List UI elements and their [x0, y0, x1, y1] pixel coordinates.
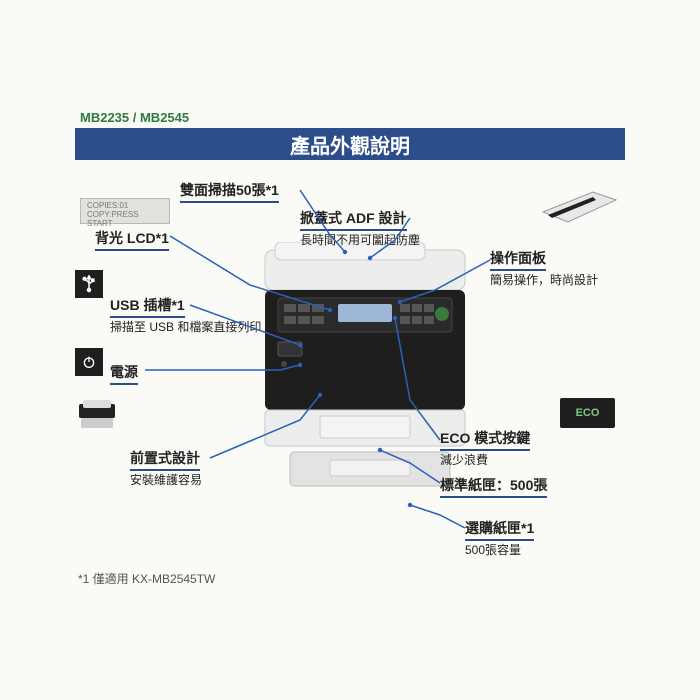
footnote: *1 僅適用 KX-MB2545TW	[78, 570, 215, 587]
callout-title: 雙面掃描50張*1	[180, 180, 279, 203]
lcd-sample-box: COPIES:01 COPY:PRESS START	[80, 198, 170, 224]
callout-desc: 掃描至 USB 和檔案直接列印	[110, 318, 261, 335]
callout-dual-scan: 雙面掃描50張*1	[180, 180, 279, 203]
model-label: MB2235 / MB2545	[80, 110, 189, 125]
callout-front: 前置式設計安裝維護容易	[130, 448, 202, 488]
eco-chip-label: ECO	[576, 407, 600, 419]
power-icon	[75, 348, 103, 376]
printer-illustration	[260, 242, 470, 492]
callout-desc: 500張容量	[465, 541, 534, 558]
callout-title: ECO 模式按鍵	[440, 428, 530, 451]
diagram-page: MB2235 / MB2545 產品外觀說明 COPIES:01 COPY:PR…	[0, 0, 700, 700]
callout-title: 標準紙匣：500張	[440, 475, 547, 498]
callout-title: 選購紙匣*1	[465, 518, 534, 541]
callout-power: 電源	[110, 362, 138, 385]
callout-adf: 掀蓋式 ADF 設計長時間不用可闔起防塵	[300, 208, 420, 248]
callout-title: USB 插槽*1	[110, 295, 185, 318]
adf-thumb-icon	[538, 180, 620, 225]
callout-desc: 減少浪費	[440, 451, 530, 468]
callout-title: 背光 LCD*1	[95, 228, 169, 251]
callout-desc: 簡易操作，時尚設計	[490, 271, 598, 288]
callout-title: 操作面板	[490, 248, 546, 271]
callout-panel: 操作面板簡易操作，時尚設計	[490, 248, 598, 288]
callout-eco: ECO 模式按鍵減少浪費	[440, 428, 530, 468]
callout-title: 電源	[110, 362, 138, 385]
callout-lcd: 背光 LCD*1	[95, 228, 169, 251]
printer-thumb-icon	[75, 400, 119, 430]
callout-tray-opt: 選購紙匣*1500張容量	[465, 518, 534, 558]
callout-tray-std: 標準紙匣：500張	[440, 475, 547, 498]
lcd-line2: COPY:PRESS START	[87, 211, 163, 229]
callout-desc: 安裝維護容易	[130, 471, 202, 488]
callout-desc: 長時間不用可闔起防塵	[300, 231, 420, 248]
usb-icon	[75, 270, 103, 298]
callout-usb: USB 插槽*1掃描至 USB 和檔案直接列印	[110, 295, 261, 335]
callout-title: 掀蓋式 ADF 設計	[300, 208, 407, 231]
callout-title: 前置式設計	[130, 448, 200, 471]
eco-chip-icon: ECO	[560, 398, 615, 428]
title-bar: 產品外觀說明	[75, 128, 625, 160]
